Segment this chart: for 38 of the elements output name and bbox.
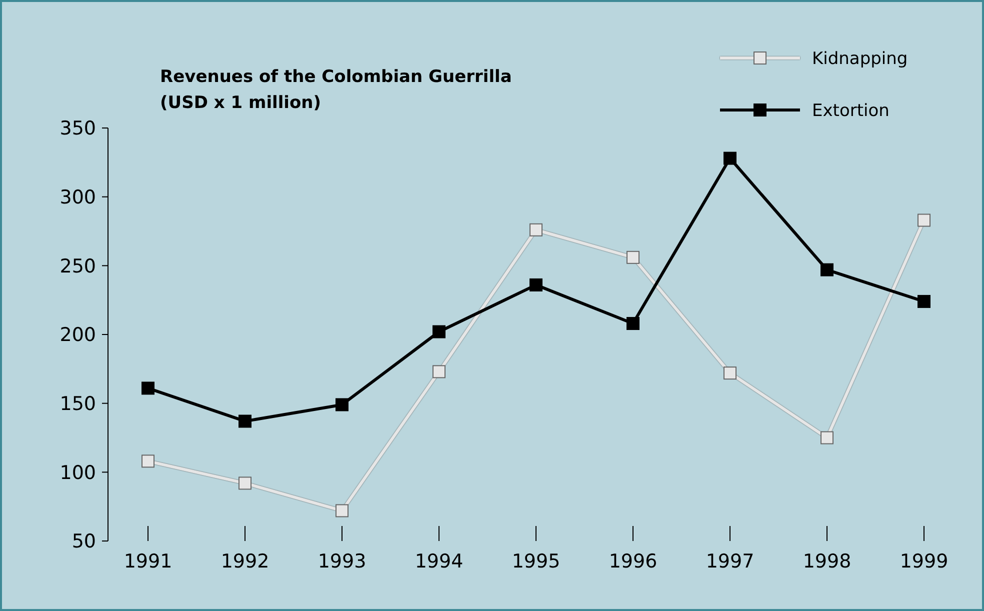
point xyxy=(820,263,834,276)
x-tick-label: 1994 xyxy=(414,550,464,573)
chart-subtitle: (USD x 1 million) xyxy=(160,93,322,113)
y-tick-label: 100 xyxy=(60,462,96,484)
point xyxy=(820,431,834,444)
y-tick-label: 150 xyxy=(60,392,96,415)
point xyxy=(724,152,736,165)
legend-label: Kidnapping xyxy=(812,48,908,69)
y-tick-label: 250 xyxy=(60,255,96,278)
x-tick-label: 1997 xyxy=(706,550,754,573)
point xyxy=(530,278,542,292)
point xyxy=(432,365,446,378)
point xyxy=(918,294,930,308)
chart-title: Revenues of the Colombian Guerrilla xyxy=(160,67,512,87)
x-tick-label: 1998 xyxy=(802,550,852,573)
x-tick-label: 1999 xyxy=(900,550,948,573)
y-tick-label: 350 xyxy=(60,118,96,140)
point xyxy=(626,250,640,264)
point xyxy=(142,382,154,395)
point xyxy=(142,454,154,468)
y-tick-label: 50 xyxy=(72,530,96,553)
point xyxy=(432,325,446,338)
point xyxy=(530,223,542,236)
legend-label: Extortion xyxy=(812,100,890,121)
point xyxy=(918,214,930,227)
y-tick-label: 200 xyxy=(60,324,96,346)
y-tick-label: 300 xyxy=(60,186,96,208)
point xyxy=(724,366,736,380)
point xyxy=(626,316,640,330)
x-tick-label: 1995 xyxy=(512,550,560,573)
x-tick-label: 1991 xyxy=(124,550,172,573)
point xyxy=(238,476,252,490)
x-tick-label: 1996 xyxy=(608,550,658,573)
point xyxy=(238,414,252,428)
point xyxy=(336,398,348,412)
point xyxy=(336,504,348,518)
x-tick-label: 1992 xyxy=(220,550,270,573)
x-tick-label: 1993 xyxy=(318,550,366,573)
